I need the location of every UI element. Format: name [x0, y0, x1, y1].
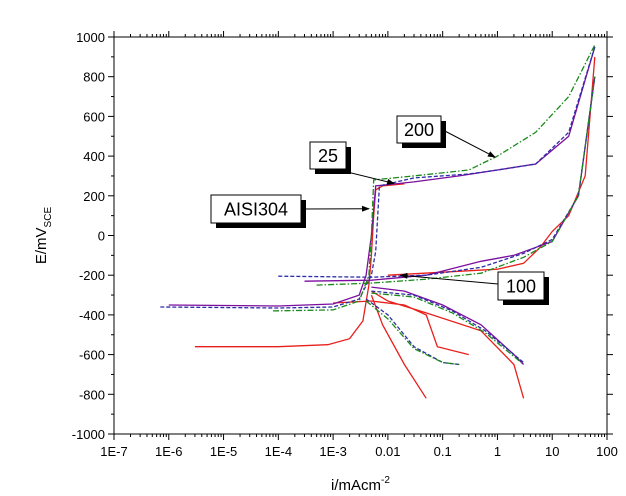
y-tick-label: 0 [98, 229, 105, 244]
y-tick-label: -600 [79, 348, 105, 363]
callout-arrow [399, 272, 499, 285]
series-4-curve [272, 44, 596, 366]
callout-label: 25 [318, 146, 338, 166]
callout-box [210, 194, 302, 224]
callout-3: 100 [399, 271, 549, 305]
x-tick-label: 10 [545, 444, 559, 459]
x-tick-label: 1E-3 [319, 444, 346, 459]
y-tick-label: -1000 [72, 427, 105, 442]
x-tick-label: 1 [494, 444, 501, 459]
series-1 [194, 56, 596, 399]
callout-label: AISI304 [224, 200, 288, 220]
series-4 [272, 44, 596, 366]
x-tick-label: 1E-7 [100, 444, 127, 459]
y-axis-title-sub: SCE [43, 207, 54, 228]
callout-0: 200 [396, 115, 496, 158]
series-3 [160, 46, 596, 366]
tick-layer: 1E-7 1E-6 1E-5 1E-4 1E-3 0.01 0.1 1 10 100 -1000 -8… [72, 30, 618, 459]
callout-label: 200 [404, 120, 434, 140]
plot-frame [113, 36, 608, 435]
x-axis-title: i/mAcm-2 [331, 475, 390, 494]
x-tick-label: 1E-4 [265, 444, 292, 459]
callout-box [396, 115, 442, 144]
x-axis-title-sup: -2 [381, 475, 390, 486]
y-axis-title: E/mVSCE [33, 207, 54, 265]
y-tick-label: -200 [79, 268, 105, 283]
callout-arrow [440, 128, 496, 158]
y-tick-label: 600 [83, 109, 105, 124]
series-3-curve [160, 46, 596, 366]
y-tick-label: -800 [79, 387, 105, 402]
x-tick-label: 0.1 [434, 444, 452, 459]
annotation-layer: 200 25 AISI304 100 [210, 115, 549, 305]
callout-2: AISI304 [210, 194, 370, 228]
callout-box [497, 271, 545, 301]
callout-box [309, 141, 347, 170]
x-axis-title-main: i/mAcm [331, 477, 381, 494]
y-tick-label: -400 [79, 308, 105, 323]
x-tick-label: 1E-5 [210, 444, 237, 459]
x-tick-label: 1E-6 [155, 444, 182, 459]
y-axis-title-main: E/mV [33, 227, 50, 264]
x-tick-label: 0.01 [375, 444, 400, 459]
plot-border [113, 36, 608, 435]
series-layer [160, 44, 596, 399]
callout-1: 25 [309, 141, 396, 185]
y-tick-label: 1000 [76, 30, 105, 45]
y-tick-label: 400 [83, 149, 105, 164]
y-tick-label: 800 [83, 70, 105, 85]
x-tick-label: 100 [596, 444, 618, 459]
series-1-curve [194, 56, 596, 399]
y-tick-label: 200 [83, 189, 105, 204]
callout-label: 100 [506, 277, 536, 297]
